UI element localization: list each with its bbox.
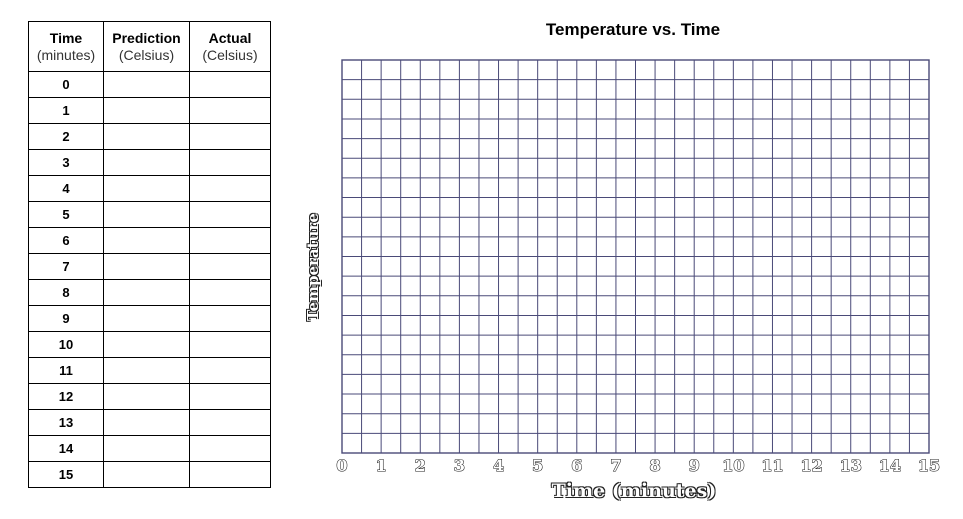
time-cell: 15 [28, 461, 104, 488]
prediction-cell[interactable] [103, 97, 190, 124]
x-tick-label: 13 [840, 456, 862, 475]
prediction-cell[interactable] [103, 253, 190, 280]
x-tick-label: 1 [376, 456, 387, 475]
x-tick-label: 15 [918, 456, 940, 475]
time-cell: 13 [28, 409, 104, 436]
header-prediction-unit: (Celsius) [118, 46, 175, 63]
x-tick-label: 5 [532, 456, 543, 475]
chart-title: Temperature vs. Time [545, 20, 721, 39]
x-tick-label: 9 [689, 456, 700, 475]
actual-cell[interactable] [189, 331, 271, 358]
table-row: 8 [28, 279, 271, 306]
prediction-cell[interactable] [103, 409, 190, 436]
time-cell: 0 [28, 71, 104, 98]
x-tick-label: 12 [800, 456, 822, 475]
data-table: Time (minutes) Prediction (Celsius) Actu… [28, 21, 271, 488]
time-cell: 10 [28, 331, 104, 358]
time-cell: 11 [28, 357, 104, 384]
table-row: 1 [28, 97, 271, 124]
x-tick-label: 6 [571, 456, 582, 475]
header-actual-title: Actual [208, 29, 252, 46]
header-actual-unit: (Celsius) [202, 46, 258, 63]
x-tick-label: 11 [761, 456, 783, 475]
actual-cell[interactable] [189, 409, 271, 436]
table-row: 4 [28, 175, 271, 202]
prediction-cell[interactable] [103, 71, 190, 98]
x-tick-label: 7 [610, 456, 621, 475]
x-tick-label: 0 [336, 456, 347, 475]
table-row: 5 [28, 201, 271, 228]
table-row: 15 [28, 461, 271, 488]
prediction-cell[interactable] [103, 123, 190, 150]
x-tick-label: 4 [493, 456, 504, 475]
time-cell: 14 [28, 435, 104, 462]
table-row: 0 [28, 71, 271, 98]
header-prediction-title: Prediction [112, 29, 181, 46]
table-row: 13 [28, 409, 271, 436]
actual-cell[interactable] [189, 97, 271, 124]
time-cell: 6 [28, 227, 104, 254]
actual-cell[interactable] [189, 435, 271, 462]
prediction-cell[interactable] [103, 279, 190, 306]
time-cell: 1 [28, 97, 104, 124]
header-prediction: Prediction (Celsius) [103, 21, 190, 72]
x-axis-label: Time (minutes) [551, 480, 717, 502]
x-tick-label: 3 [454, 456, 465, 475]
table-row: 6 [28, 227, 271, 254]
x-tick-label: 14 [879, 456, 901, 475]
header-actual: Actual (Celsius) [189, 21, 271, 72]
header-time-title: Time [49, 29, 83, 46]
header-time-unit: (minutes) [36, 46, 96, 63]
actual-cell[interactable] [189, 201, 271, 228]
actual-cell[interactable] [189, 149, 271, 176]
actual-cell[interactable] [189, 461, 271, 488]
table-row: 14 [28, 435, 271, 462]
table-row: 3 [28, 149, 271, 176]
time-cell: 8 [28, 279, 104, 306]
x-tick-label: 8 [649, 456, 660, 475]
table-header-row: Time (minutes) Prediction (Celsius) Actu… [28, 21, 271, 72]
prediction-cell[interactable] [103, 461, 190, 488]
actual-cell[interactable] [189, 227, 271, 254]
actual-cell[interactable] [189, 253, 271, 280]
x-tick-label: 10 [722, 456, 744, 475]
table-row: 7 [28, 253, 271, 280]
actual-cell[interactable] [189, 175, 271, 202]
x-tick-label: 2 [415, 456, 426, 475]
header-time: Time (minutes) [28, 21, 104, 72]
